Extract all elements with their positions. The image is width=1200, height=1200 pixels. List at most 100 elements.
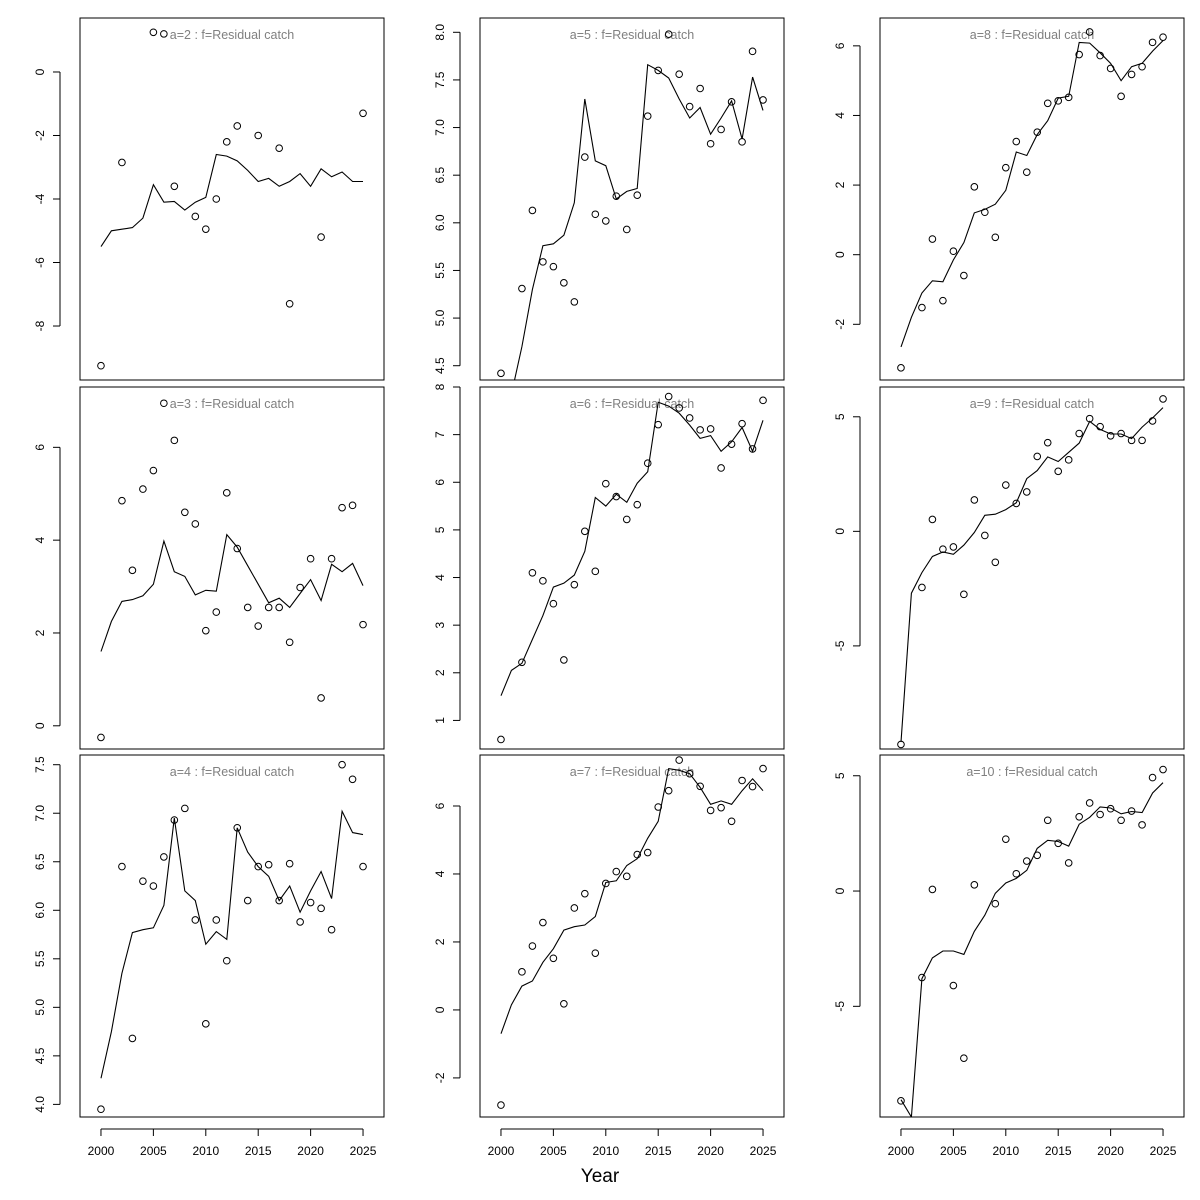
observed-point (549, 599, 558, 608)
observed-point (1043, 99, 1052, 108)
observed-point (285, 638, 294, 647)
x-axis: 2000 2005 2010 2015 2020 2025 (88, 1128, 377, 1158)
observed-point (1159, 395, 1167, 403)
observed-point (518, 658, 526, 667)
observed-point (1096, 422, 1104, 431)
y-tick-label: -2 (33, 130, 47, 141)
panels-group: a=2 : f=Residual catch-8-6-4-20a=3 : f=R… (33, 17, 1185, 1158)
observed-point (254, 862, 263, 871)
panel-title: a=5 : f=Residual catch (570, 28, 694, 42)
observed-point (949, 981, 958, 990)
observed-point (928, 515, 937, 524)
observed-point (918, 303, 926, 312)
observed-point (759, 764, 767, 773)
observed-point (528, 568, 537, 577)
observed-point (1159, 765, 1167, 774)
x-tick-label: 2005 (140, 1144, 167, 1158)
fitted-line (500, 767, 764, 1034)
observed-point (970, 881, 979, 889)
observed-point (296, 918, 304, 926)
observed-point (591, 567, 600, 576)
plot-data (897, 765, 1167, 1117)
observed-point (738, 419, 746, 428)
observed-point (1085, 414, 1094, 423)
observed-point (254, 622, 263, 630)
plot-frame (879, 386, 1185, 750)
observed-point (738, 138, 746, 146)
observed-point (633, 191, 642, 199)
observed-point (717, 125, 725, 134)
observed-point (296, 583, 304, 592)
observed-point (664, 30, 673, 38)
observed-point (664, 392, 673, 401)
y-tick-label: 7.0 (33, 805, 47, 822)
observed-point (675, 404, 683, 412)
observed-point (706, 425, 715, 433)
observed-point (233, 823, 242, 832)
observed-point (717, 803, 725, 812)
observed-point (581, 527, 589, 536)
panel-title: a=10 : f=Residual catch (966, 765, 1097, 779)
y-axis: -2 0 2 4 6 (433, 802, 461, 1083)
observed-point (960, 271, 968, 280)
y-tick-label: 5.0 (433, 309, 447, 326)
observed-point (1138, 62, 1146, 71)
observed-point (1085, 28, 1094, 36)
panel-1: a=2 : f=Residual catch -8 -6 -4 -2 0 (33, 17, 385, 381)
observed-point (1022, 168, 1031, 176)
observed-point (654, 66, 663, 75)
y-tick-label: 4 (433, 870, 447, 877)
x-tick-label: 2020 (1097, 1144, 1124, 1158)
y-tick-label: -8 (33, 320, 47, 331)
observed-point (1001, 481, 1010, 489)
observed-point (1001, 163, 1010, 172)
observed-point (918, 583, 926, 592)
observed-point (1096, 810, 1104, 819)
observed-point (539, 577, 547, 585)
observed-point (675, 70, 683, 79)
observed-point (170, 816, 179, 824)
y-tick-label: 7.5 (33, 756, 47, 773)
observed-point (601, 217, 610, 225)
observed-point (970, 183, 979, 191)
y-tick-label: 4 (433, 574, 447, 581)
observed-point (612, 492, 621, 501)
observed-point (643, 112, 652, 120)
observed-point (1033, 452, 1042, 461)
observed-point (939, 545, 947, 554)
observed-point (591, 949, 600, 957)
panel-5: a=6 : f=Residual catch 1 2 3 4 5 6 7 8 (433, 383, 785, 750)
y-tick-label: -4 (33, 193, 47, 204)
observed-point (348, 775, 357, 784)
observed-point (518, 968, 526, 976)
fitted-line (500, 401, 764, 696)
observed-point (539, 918, 547, 927)
y-tick-label: 4.5 (33, 1047, 47, 1064)
observed-point (727, 440, 736, 448)
observed-point (97, 361, 105, 370)
observed-point (549, 954, 558, 963)
observed-point (918, 973, 926, 982)
observed-point (727, 98, 736, 106)
observed-point (633, 850, 642, 859)
observed-point (1127, 436, 1136, 445)
observed-point (212, 608, 221, 616)
observed-point (139, 877, 147, 885)
observed-point (1043, 438, 1052, 447)
observed-point (939, 296, 947, 305)
observed-point (622, 872, 631, 881)
observed-point (928, 885, 937, 894)
observed-point (1012, 499, 1021, 508)
x-tick-label: 2010 (992, 1144, 1019, 1158)
y-tick-label: 8.0 (433, 24, 447, 41)
y-tick-label: 4.0 (33, 1096, 47, 1113)
observed-point (1033, 128, 1042, 136)
panel-title: a=7 : f=Residual catch (570, 765, 694, 779)
observed-point (748, 445, 757, 453)
observed-point (1022, 488, 1031, 496)
y-tick-label: 5.0 (33, 999, 47, 1016)
observed-point (991, 899, 1000, 908)
y-tick-label: 6 (33, 444, 47, 451)
y-tick-label: 6.0 (33, 902, 47, 919)
